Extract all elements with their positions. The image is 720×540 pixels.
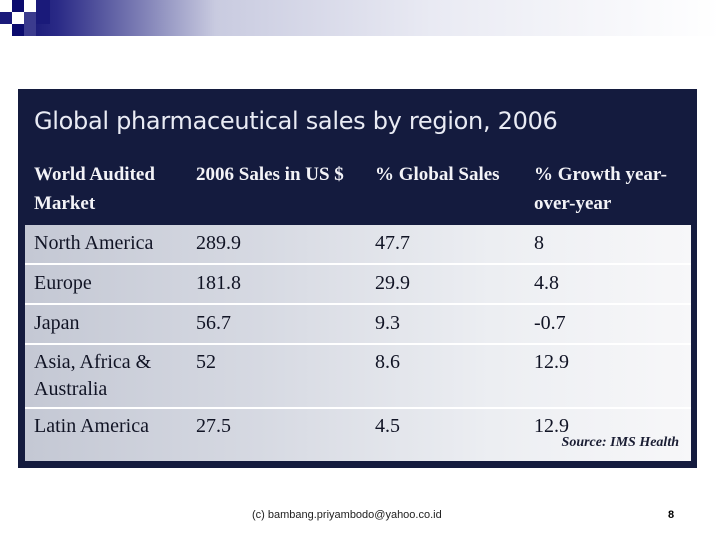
cell-global: 8.6 [375,351,400,373]
decor-square [36,0,50,24]
decor-square [24,0,36,12]
column-header-market: World Audited Market [34,164,155,214]
column-header-global: % Global Sales [375,164,500,185]
table-row: Japan 56.7 9.3 -0.7 [25,305,691,345]
decor-square [0,24,12,36]
table-body: North America 289.9 47.7 8 Europe 181.8 … [25,225,691,461]
cell-growth: 12.9 [534,415,569,437]
cell-market: Japan [34,312,80,334]
cell-global: 47.7 [375,232,410,254]
cell-growth: 8 [534,232,544,254]
cell-global: 4.5 [375,415,400,437]
cell-sales: 56.7 [196,312,231,334]
column-header-growth: % Growth year-over-year [534,164,667,214]
cell-market: Asia, Africa & Australia [34,351,152,400]
table-row: Asia, Africa & Australia 52 8.6 12.9 [25,345,691,409]
cell-sales: 52 [196,351,216,373]
column-header-sales: 2006 Sales in US $ [196,164,344,185]
cell-global: 29.9 [375,272,410,294]
cell-global: 9.3 [375,312,400,334]
cell-sales: 289.9 [196,232,241,254]
decor-square [24,12,36,36]
decor-square [0,12,12,24]
decor-square [12,0,24,12]
cell-market: North America [34,232,154,254]
decor-square [0,0,12,12]
slide-header-band [0,0,720,36]
cell-growth: 12.9 [534,351,569,373]
source-note: Source: IMS Health [561,435,679,450]
footer-email: (c) bambang.priyambodo@yahoo.co.id [252,509,442,521]
page-number: 8 [668,509,675,521]
table-row: North America 289.9 47.7 8 [25,225,691,265]
cell-market: Europe [34,272,92,294]
table-row: Latin America 27.5 4.5 12.9 [25,409,691,459]
decor-square [12,12,24,24]
figure-title: Global pharmaceutical sales by region, 2… [34,107,558,135]
cell-growth: 4.8 [534,272,559,294]
cell-sales: 27.5 [196,415,231,437]
sales-table-figure: Global pharmaceutical sales by region, 2… [18,89,697,468]
cell-market: Latin America [34,415,149,437]
decor-square [12,24,24,36]
cell-growth: -0.7 [534,312,566,334]
table-row: Europe 181.8 29.9 4.8 [25,265,691,305]
cell-sales: 181.8 [196,272,241,294]
